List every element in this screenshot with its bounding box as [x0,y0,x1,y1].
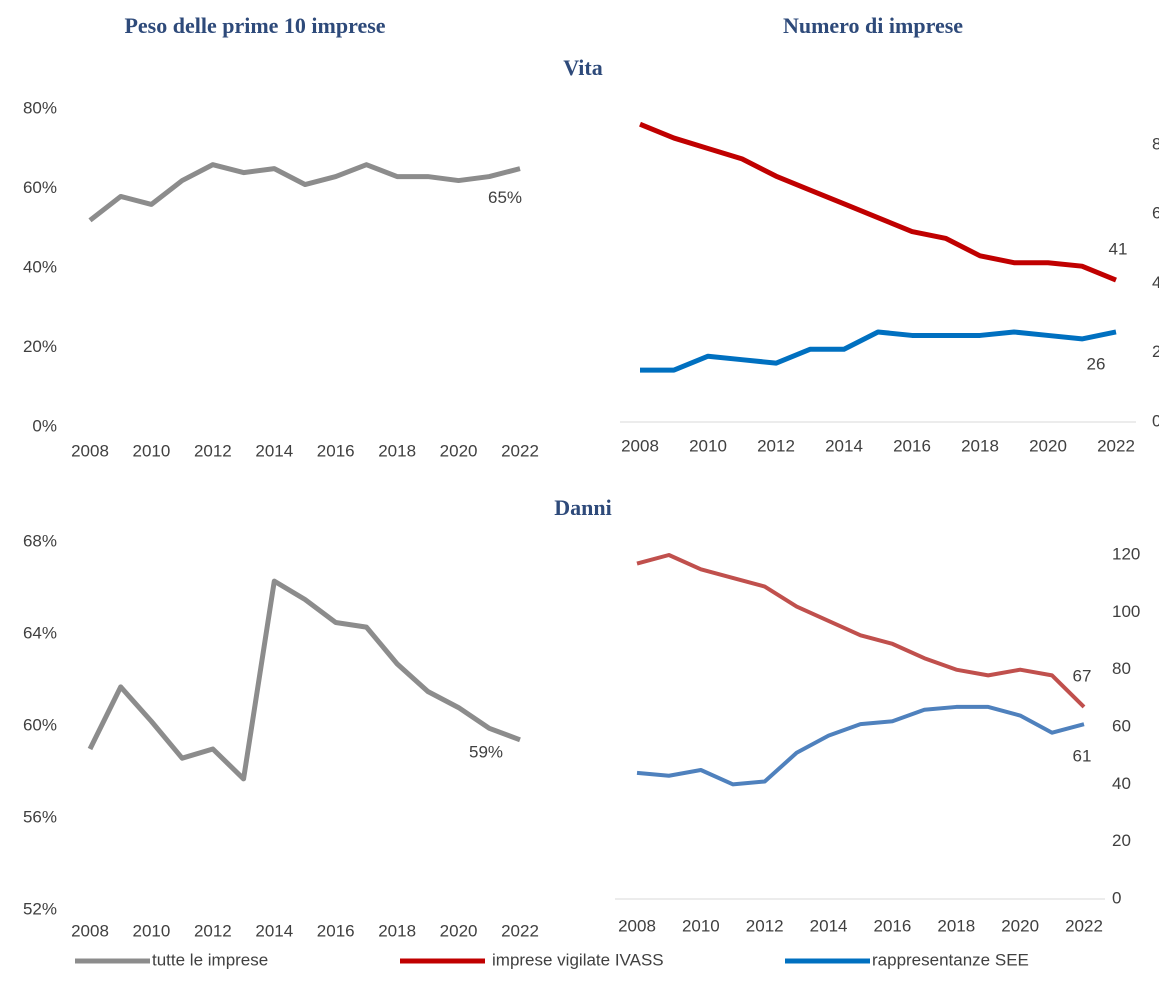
data-label: 65% [488,188,522,207]
x-tick-label: 2008 [71,441,109,460]
x-tick-label: 2020 [1001,916,1039,935]
y-tick-label: 68% [23,531,57,550]
y-tick-label: 80 [1112,659,1131,678]
y-tick-label: 0 [1152,411,1159,430]
legend-label: rappresentanze SEE [872,950,1029,969]
data-label: 67 [1073,666,1092,685]
y-tick-label: 20 [1152,342,1159,361]
x-tick-label: 2020 [1029,436,1067,455]
series-line [636,553,1086,709]
chart-panel: 0 20 40 60 80 100 120 2008 2010 2012 2014 2016 2018 2… [615,544,1140,935]
y-tick-label: 40 [1152,273,1159,292]
x-tick-label: 2016 [317,441,355,460]
y-tick-label: 100 [1112,602,1140,621]
y-tick-label: 56% [23,807,57,826]
x-tick-label: 2014 [255,441,293,460]
series-line [640,329,1117,373]
x-tick-label: 2012 [194,921,232,940]
y-tick-label: 0 [1112,888,1121,907]
x-tick-label: 2016 [317,921,355,940]
y-tick-label: 80 [1152,134,1159,153]
x-tick-label: 2022 [501,441,539,460]
x-tick-label: 2010 [682,916,720,935]
section-title: Danni [554,495,611,520]
y-tick-label: 52% [23,899,57,918]
data-label: 61 [1073,747,1092,766]
x-tick-label: 2010 [133,921,171,940]
y-tick-label: 20% [23,337,57,356]
x-tick-label: 2014 [825,436,863,455]
data-label: 59% [469,742,503,761]
data-label: 41 [1109,240,1128,259]
data-label: 26 [1087,354,1106,373]
x-tick-label: 2014 [810,916,848,935]
x-tick-label: 2020 [440,441,478,460]
y-tick-label: 60% [23,715,57,734]
y-tick-label: 20 [1112,831,1131,850]
chart-panel: 0 20 40 60 80 2008 2010 2012 2014 2016 2018 2020 202… [620,121,1159,455]
x-tick-label: 2008 [621,436,659,455]
chart-panel: 52% 56% 60% 64% 68% 2008 2010 2012 2014 2016 2018 2… [23,531,539,940]
x-tick-label: 2008 [71,921,109,940]
x-tick-label: 2018 [937,916,975,935]
x-tick-label: 2020 [440,921,478,940]
x-tick-label: 2012 [757,436,795,455]
x-tick-label: 2022 [1097,436,1135,455]
y-tick-label: 64% [23,623,57,642]
x-tick-label: 2022 [501,921,539,940]
y-tick-label: 120 [1112,544,1140,563]
series-line [636,704,1085,787]
column-title: Numero di imprese [783,13,963,38]
x-tick-label: 2016 [874,916,912,935]
y-tick-label: 60 [1152,204,1159,223]
legend-label: tutte le imprese [152,950,268,969]
series-line [87,578,521,782]
x-tick-label: 2012 [194,441,232,460]
legend-label: imprese vigilate IVASS [492,950,664,969]
x-tick-label: 2018 [378,441,416,460]
x-tick-label: 2014 [255,921,293,940]
y-tick-label: 60% [23,178,57,197]
section-title: Vita [563,55,603,80]
y-tick-label: 80% [23,98,57,117]
y-tick-label: 60 [1112,716,1131,735]
x-tick-label: 2016 [893,436,931,455]
x-tick-label: 2022 [1065,916,1103,935]
x-tick-label: 2010 [133,441,171,460]
column-title: Peso delle prime 10 imprese [124,13,385,38]
series-line [639,121,1117,283]
y-tick-label: 40% [23,257,57,276]
x-tick-label: 2018 [378,921,416,940]
series-line [88,162,521,223]
chart-panel: 0% 20% 40% 60% 80% 2008 2010 2012 2014 2016 2018 20… [23,98,539,460]
x-tick-label: 2008 [618,916,656,935]
x-tick-label: 2018 [961,436,999,455]
x-tick-label: 2010 [689,436,727,455]
y-tick-label: 0% [32,416,57,435]
y-tick-label: 40 [1112,774,1131,793]
x-tick-label: 2012 [746,916,784,935]
